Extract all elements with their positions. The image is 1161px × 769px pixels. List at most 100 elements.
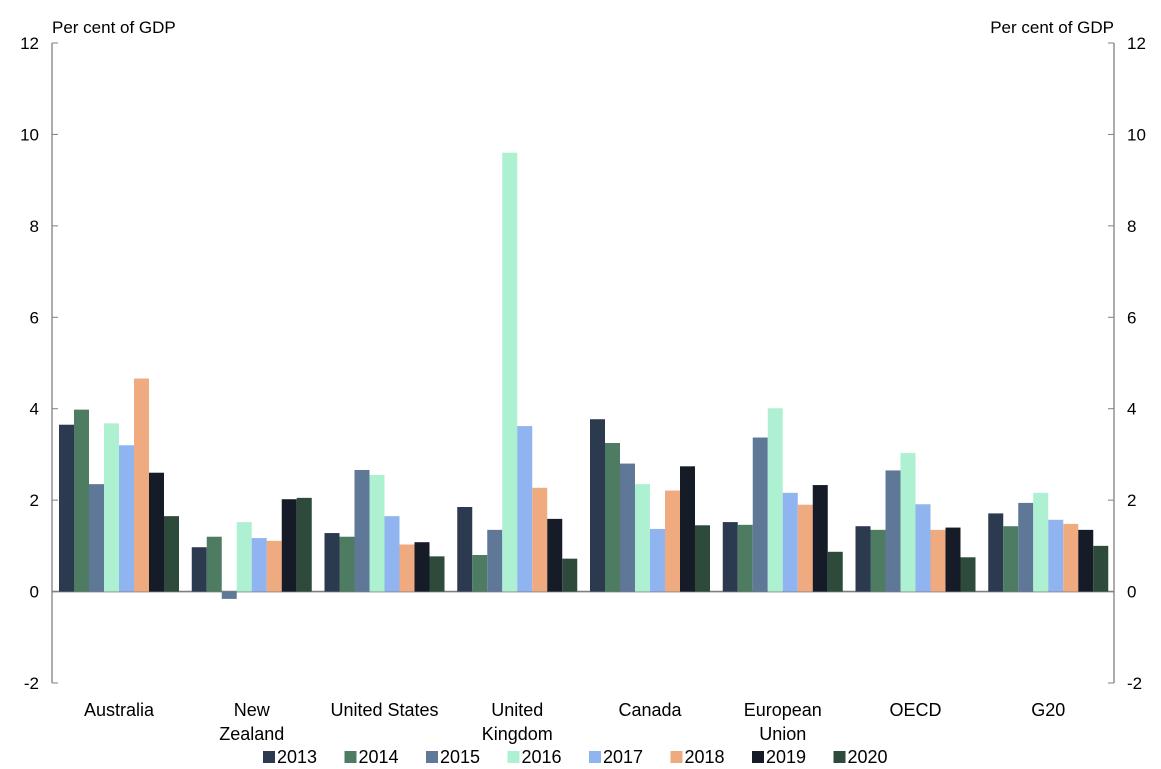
category-label: Zealand <box>219 724 284 744</box>
bar-2017 <box>517 426 533 592</box>
bar-2016 <box>369 475 385 592</box>
bar-2015 <box>885 470 901 592</box>
legend-label: 2019 <box>766 747 806 767</box>
y-tick-label-right: 8 <box>1127 217 1136 236</box>
legend-label: 2016 <box>522 747 562 767</box>
bar-2013 <box>855 526 871 592</box>
y-tick-label-right: 6 <box>1127 308 1136 327</box>
bar-2018 <box>930 529 946 592</box>
bar-2018 <box>665 490 680 592</box>
legend-label: 2013 <box>277 747 317 767</box>
bar-2016 <box>502 152 518 592</box>
bar-2017 <box>650 528 665 592</box>
bar-2016 <box>236 522 252 592</box>
bar-2015 <box>221 591 237 599</box>
y-tick-label-right: 2 <box>1127 491 1136 510</box>
bar-2013 <box>722 522 738 592</box>
legend-swatch-2019 <box>752 751 764 763</box>
category-label: Canada <box>618 700 682 720</box>
y-tick-label-left: 8 <box>30 217 39 236</box>
bar-2020 <box>562 558 578 592</box>
bar-2013 <box>457 507 473 592</box>
category-label: United States <box>330 700 438 720</box>
labels: -2 -2 0 0 2 2 4 4 6 6 8 8 10 10 12 12 Australia New Zealan… <box>20 34 1146 744</box>
bar-2014 <box>737 524 753 592</box>
category-label: United <box>491 700 543 720</box>
y-unit-left: Per cent of GDP <box>52 18 176 37</box>
category-label: OECD <box>889 700 941 720</box>
bar-2017 <box>1048 519 1064 592</box>
y-tick-label-right: 12 <box>1127 34 1146 53</box>
category-label: Kingdom <box>482 724 553 744</box>
legend-swatch-2017 <box>589 751 601 763</box>
bar-2018 <box>266 540 282 592</box>
category-label: Union <box>759 724 806 744</box>
bar-2018 <box>399 544 415 592</box>
y-tick-label-left: 4 <box>30 400 39 419</box>
bar-2013 <box>988 513 1004 592</box>
bar-2020 <box>1093 545 1109 592</box>
bar-2020 <box>296 497 312 592</box>
bar-2020 <box>827 551 843 592</box>
legend-label: 2017 <box>603 747 643 767</box>
legend-label: 2015 <box>440 747 480 767</box>
bar-2014 <box>605 443 620 592</box>
y-tick-label-left: 2 <box>30 491 39 510</box>
legend-label: 2014 <box>359 747 399 767</box>
category-label: New <box>234 700 271 720</box>
bar-2016 <box>1033 492 1049 592</box>
bar-2016 <box>900 453 916 592</box>
y-unit-right: Per cent of GDP <box>990 18 1114 37</box>
bar-2015 <box>354 469 370 592</box>
bar-2017 <box>384 516 400 592</box>
bar-2013 <box>191 547 207 592</box>
legend-label: 2018 <box>685 747 725 767</box>
bar-2019 <box>680 466 695 592</box>
bar-2019 <box>149 472 164 592</box>
bar-2017 <box>915 504 931 592</box>
bar-2018 <box>797 504 813 592</box>
bar-2019 <box>414 542 430 592</box>
bar-2017 <box>119 445 134 592</box>
category-label: Australia <box>84 700 155 720</box>
bar-2020 <box>164 516 179 592</box>
bar-2014 <box>870 529 886 592</box>
legend-label: 2020 <box>848 747 888 767</box>
bar-2019 <box>1078 529 1094 592</box>
y-tick-label-left: 10 <box>20 125 39 144</box>
bar-2013 <box>59 424 74 592</box>
bar-2017 <box>782 492 798 592</box>
y-tick-label-left: -2 <box>24 674 39 693</box>
legend-swatch-2020 <box>833 751 846 763</box>
bar-2018 <box>1063 523 1079 592</box>
y-tick-label-right: -2 <box>1127 674 1142 693</box>
bar-2014 <box>1003 526 1019 592</box>
bar-2019 <box>281 499 297 592</box>
bar-2016 <box>635 484 650 592</box>
bar-2019 <box>945 527 961 592</box>
bar-2018 <box>134 378 149 592</box>
legend-swatch-2016 <box>507 751 520 763</box>
bar-2014 <box>339 536 355 592</box>
bar-2017 <box>251 538 267 592</box>
bar-2014 <box>206 536 222 592</box>
bar-2016 <box>104 423 119 592</box>
bars <box>59 152 1109 599</box>
y-tick-label-right: 4 <box>1127 400 1136 419</box>
category-label: G20 <box>1031 700 1065 720</box>
bar-2019 <box>547 518 563 592</box>
legend-swatch-2018 <box>670 751 683 763</box>
bar-2015 <box>1018 502 1034 592</box>
legend-swatch-2015 <box>426 751 438 763</box>
bar-2020 <box>429 556 445 592</box>
y-tick-label-left: 12 <box>20 34 39 53</box>
bar-2015 <box>89 484 104 592</box>
bar-2015 <box>487 529 503 592</box>
bar-2014 <box>472 555 488 592</box>
bar-2014 <box>74 409 89 592</box>
bar-2020 <box>960 557 976 592</box>
y-tick-label-left: 0 <box>30 583 39 602</box>
bar-2018 <box>532 487 548 592</box>
bar-2013 <box>324 533 340 592</box>
